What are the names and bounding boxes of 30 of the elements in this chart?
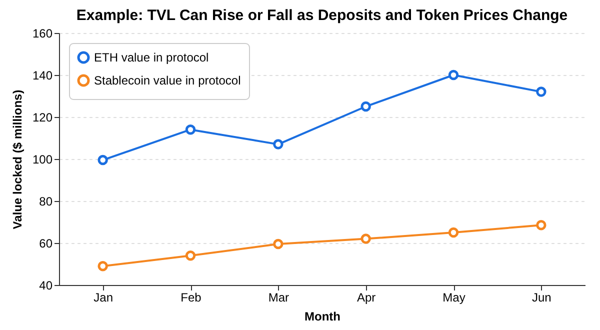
chart-title: Example: TVL Can Rise or Fall as Deposits and Token Prices Change: [76, 7, 568, 24]
point: [98, 154, 108, 166]
legend-label: ETH value in protocol: [94, 50, 209, 64]
x-tick-label: Jan: [94, 290, 114, 304]
x-tick-label: Apr: [356, 290, 376, 304]
point: [273, 238, 284, 250]
x-tick-label: Mar: [268, 290, 290, 304]
x-tick-label: Jun: [532, 290, 552, 304]
y-tick-label: 80: [39, 194, 53, 208]
x-axis-title: Month: [304, 310, 340, 324]
y-tick-label: 40: [39, 278, 53, 292]
point: [360, 234, 371, 244]
y-tick-label: 160: [32, 26, 53, 40]
point: [536, 220, 546, 230]
point: [185, 250, 196, 261]
point: [448, 227, 459, 238]
y-tick-label: 60: [39, 236, 53, 250]
y-axis-title: Value locked ($ millions): [10, 90, 24, 230]
point: [448, 70, 459, 80]
y-tick-label: 140: [32, 68, 53, 82]
x-tick-label: May: [442, 290, 466, 304]
x-tick-label: Feb: [180, 290, 202, 304]
point: [98, 260, 108, 272]
point: [185, 124, 196, 135]
y-tick-label: 100: [32, 152, 53, 166]
legend-label: Stablecoin value in protocol: [94, 74, 241, 88]
y-tick-label: 120: [32, 110, 53, 124]
point: [360, 101, 371, 112]
point: [273, 139, 284, 150]
point: [536, 86, 546, 97]
